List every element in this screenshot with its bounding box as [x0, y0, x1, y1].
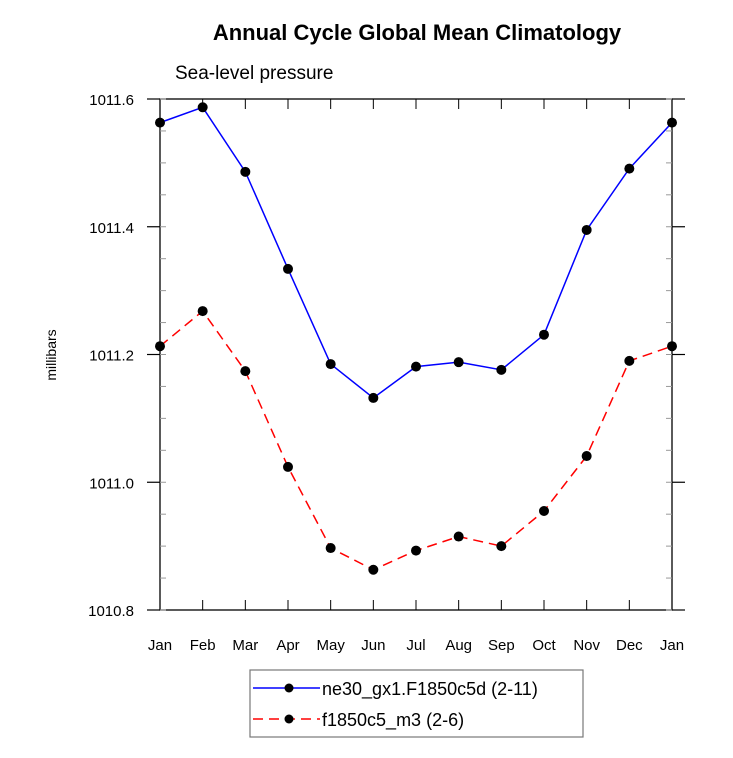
data-point: [496, 541, 507, 552]
legend-items: ne30_gx1.F1850c5d (2-11) f1850c5_m3 (2-6): [253, 679, 538, 731]
y-tick-label: 1011.6: [89, 92, 134, 109]
x-tick-label: Jun: [361, 637, 385, 654]
data-point: [197, 306, 208, 317]
data-point: [325, 359, 336, 370]
x-tick-label: May: [316, 637, 345, 654]
data-point: [240, 366, 251, 377]
y-tick-label: 1011.0: [89, 475, 134, 492]
plot-frame: [159, 98, 673, 611]
data-point: [581, 451, 592, 462]
x-tick-label: Jan: [148, 637, 172, 654]
data-point: [539, 329, 549, 340]
x-tick-label: Mar: [232, 637, 258, 654]
series-1: [155, 306, 677, 575]
series-0: [155, 102, 677, 403]
data-point: [325, 543, 336, 554]
data-point: [411, 361, 421, 372]
x-tick-label: Nov: [573, 637, 600, 654]
legend: ne30_gx1.F1850c5d (2-11) f1850c5_m3 (2-6): [249, 669, 584, 738]
data-point: [539, 505, 549, 516]
data-point: [667, 117, 677, 128]
x-tick-label: Sep: [488, 637, 515, 654]
legend-label: f1850c5_m3 (2-6): [322, 710, 464, 731]
data-point: [240, 166, 251, 177]
data-point: [283, 461, 293, 472]
data-point: [197, 102, 208, 113]
series-line: [159, 309, 673, 571]
x-tick-label: Feb: [190, 637, 216, 654]
x-tick-label: Jul: [406, 637, 425, 654]
data-point: [155, 341, 165, 352]
axes: Jan Feb Mar Apr May Jun Jul Aug Sep Oct Nov Dec Jan 1…: [88, 92, 685, 654]
x-tick-label: Jan: [660, 637, 684, 654]
legend-label: ne30_gx1.F1850c5d (2-11): [322, 679, 538, 700]
series-line: [159, 106, 673, 399]
data-point: [581, 224, 592, 235]
x-tick-label: Aug: [445, 637, 472, 654]
data-point: [453, 357, 464, 368]
data-point: [496, 364, 507, 375]
y-axis-label: millibars: [43, 329, 59, 380]
legend-marker: [284, 683, 294, 693]
data-point: [368, 564, 379, 575]
series-layer: [155, 102, 677, 575]
x-tick-label: Oct: [532, 637, 556, 654]
data-point: [624, 355, 635, 366]
legend-box: [249, 669, 584, 738]
x-tick-label: Dec: [616, 637, 643, 654]
data-point: [624, 163, 635, 174]
data-point: [155, 117, 165, 128]
x-tick-label: Apr: [276, 637, 299, 654]
data-point: [667, 341, 677, 352]
y-tick-label: 1011.2: [89, 348, 134, 365]
data-point: [368, 392, 379, 403]
y-tick-label: 1010.8: [88, 603, 134, 620]
chart-title: Annual Cycle Global Mean Climatology: [213, 20, 622, 45]
chart-subtitle: Sea-level pressure: [175, 63, 333, 84]
data-point: [283, 263, 293, 274]
y-tick-label: 1011.4: [89, 220, 134, 237]
data-point: [453, 531, 464, 542]
data-point: [411, 545, 421, 556]
legend-marker: [284, 714, 294, 724]
